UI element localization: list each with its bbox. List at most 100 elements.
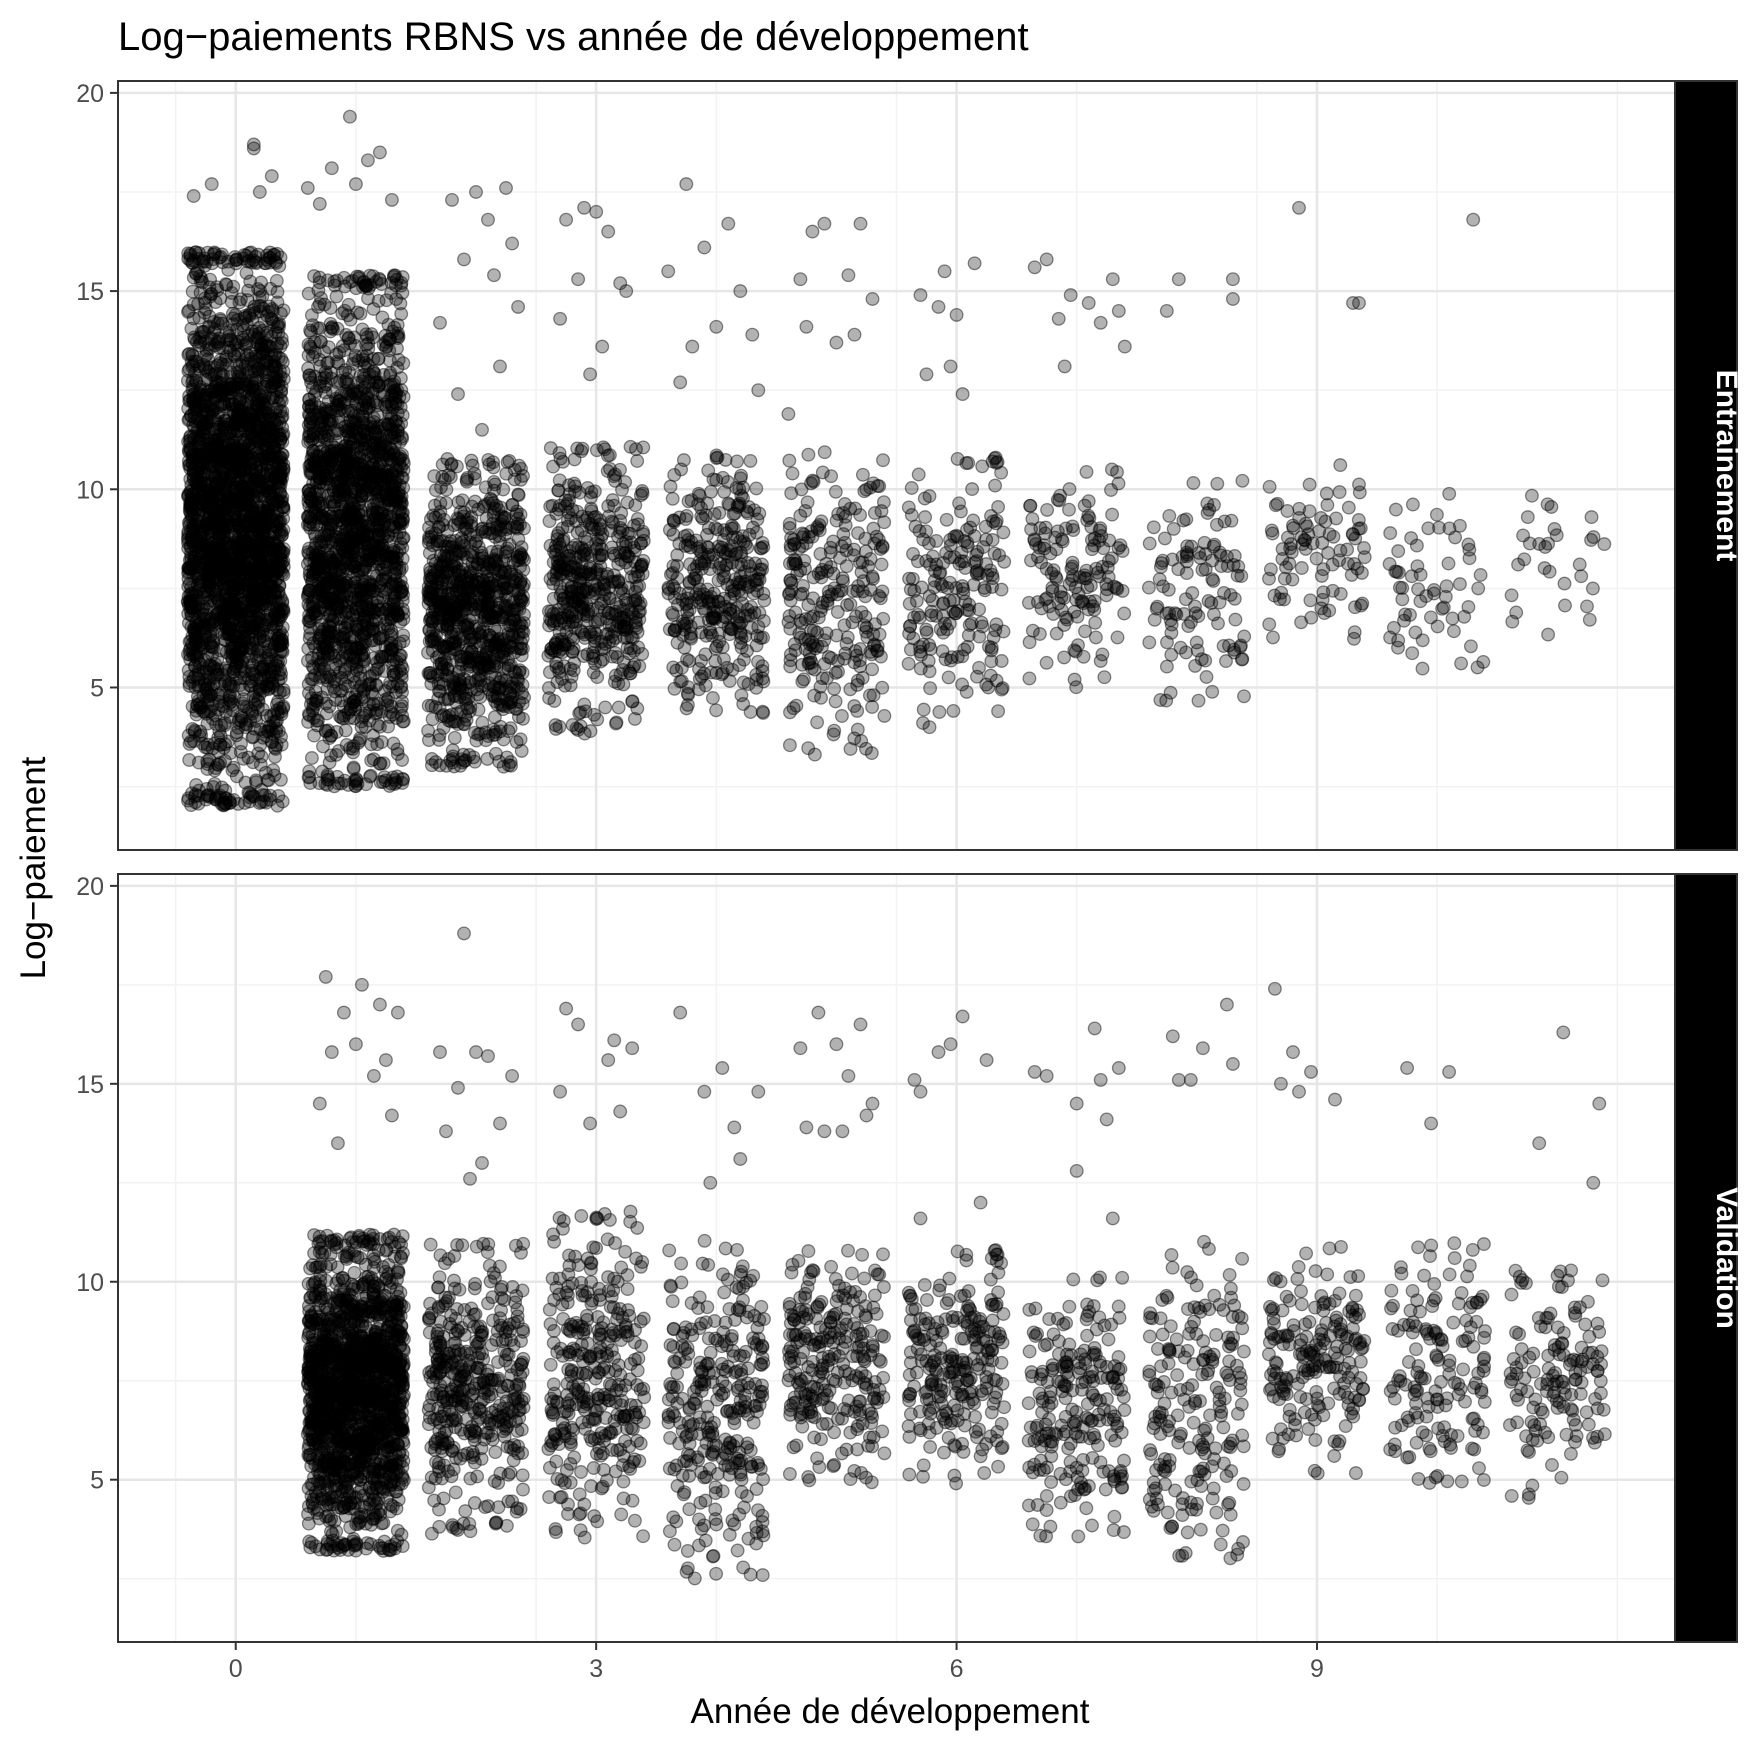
data-point bbox=[303, 765, 316, 778]
data-point bbox=[322, 640, 335, 653]
data-point bbox=[219, 634, 232, 647]
data-point bbox=[314, 336, 327, 349]
data-point bbox=[254, 758, 267, 771]
data-point bbox=[270, 726, 283, 739]
data-point bbox=[332, 460, 345, 473]
data-point bbox=[367, 382, 380, 395]
data-point bbox=[265, 618, 278, 631]
data-point bbox=[308, 606, 321, 619]
data-point bbox=[389, 778, 402, 791]
data-point bbox=[200, 567, 213, 580]
data-point bbox=[305, 458, 318, 471]
data-point bbox=[211, 359, 224, 372]
chart-title: Log−paiements RBNS vs année de développe… bbox=[118, 15, 1029, 59]
data-point bbox=[188, 622, 201, 635]
data-point bbox=[390, 712, 403, 725]
data-point bbox=[237, 498, 250, 511]
data-point bbox=[355, 721, 368, 734]
data-point bbox=[228, 409, 241, 422]
data-point bbox=[276, 795, 289, 808]
data-point bbox=[312, 653, 325, 666]
data-point bbox=[365, 769, 378, 782]
data-point bbox=[387, 378, 400, 391]
data-point bbox=[318, 528, 331, 541]
data-point bbox=[302, 349, 315, 362]
data-point bbox=[372, 545, 385, 558]
data-point bbox=[350, 780, 363, 793]
data-point bbox=[211, 607, 224, 620]
data-point bbox=[305, 512, 318, 525]
data-point bbox=[208, 323, 221, 336]
data-point bbox=[359, 627, 372, 640]
data-point bbox=[266, 170, 279, 183]
data-point bbox=[324, 318, 337, 331]
data-point bbox=[314, 198, 327, 211]
data-point bbox=[241, 294, 254, 307]
data-point bbox=[392, 748, 405, 761]
data-point bbox=[393, 637, 406, 650]
data-point bbox=[214, 687, 227, 700]
data-point bbox=[254, 607, 267, 620]
data-point bbox=[226, 568, 239, 581]
data-point bbox=[330, 749, 343, 762]
data-point bbox=[338, 344, 351, 357]
data-point bbox=[352, 737, 365, 750]
data-point bbox=[337, 473, 350, 486]
data-point bbox=[259, 521, 272, 534]
data-point bbox=[213, 341, 226, 354]
data-point bbox=[379, 617, 392, 630]
data-point bbox=[386, 194, 399, 207]
data-point bbox=[275, 496, 288, 509]
data-point bbox=[395, 308, 408, 321]
data-point bbox=[276, 449, 289, 462]
data-point bbox=[374, 146, 387, 159]
data-point bbox=[329, 447, 342, 460]
data-point bbox=[358, 372, 371, 385]
data-point bbox=[248, 138, 261, 151]
data-point bbox=[204, 630, 217, 643]
data-point bbox=[277, 603, 290, 616]
data-point bbox=[305, 673, 318, 686]
data-point bbox=[202, 434, 215, 447]
data-point bbox=[357, 354, 370, 367]
data-point bbox=[514, 549, 527, 562]
data-point bbox=[212, 746, 225, 759]
data-point bbox=[370, 396, 383, 409]
data-point bbox=[186, 348, 199, 361]
data-point bbox=[346, 438, 359, 451]
data-point bbox=[391, 494, 404, 507]
data-point bbox=[245, 530, 258, 543]
data-point bbox=[383, 519, 396, 532]
data-point bbox=[320, 514, 333, 527]
data-point bbox=[349, 485, 362, 498]
data-point bbox=[304, 572, 317, 585]
data-point bbox=[344, 110, 357, 123]
data-point bbox=[260, 374, 273, 387]
data-point bbox=[302, 182, 315, 195]
data-point bbox=[345, 530, 358, 543]
data-point bbox=[313, 488, 326, 501]
data-point bbox=[221, 537, 234, 550]
data-point bbox=[329, 694, 342, 707]
data-point bbox=[358, 276, 371, 289]
data-point bbox=[187, 488, 200, 501]
data-point bbox=[257, 438, 270, 451]
data-point bbox=[202, 545, 215, 558]
data-point bbox=[224, 333, 237, 346]
data-point bbox=[194, 286, 207, 299]
data-point bbox=[223, 495, 236, 508]
data-point bbox=[500, 467, 513, 480]
data-point bbox=[227, 594, 240, 607]
data-point bbox=[357, 548, 370, 561]
data-point bbox=[314, 360, 327, 373]
data-point bbox=[268, 769, 281, 782]
data-point bbox=[250, 462, 263, 475]
data-point bbox=[313, 271, 326, 284]
data-point bbox=[269, 326, 282, 339]
data-point bbox=[314, 376, 327, 389]
data-point bbox=[250, 257, 263, 270]
data-point bbox=[201, 755, 214, 768]
data-point bbox=[246, 429, 259, 442]
data-point bbox=[186, 360, 199, 373]
